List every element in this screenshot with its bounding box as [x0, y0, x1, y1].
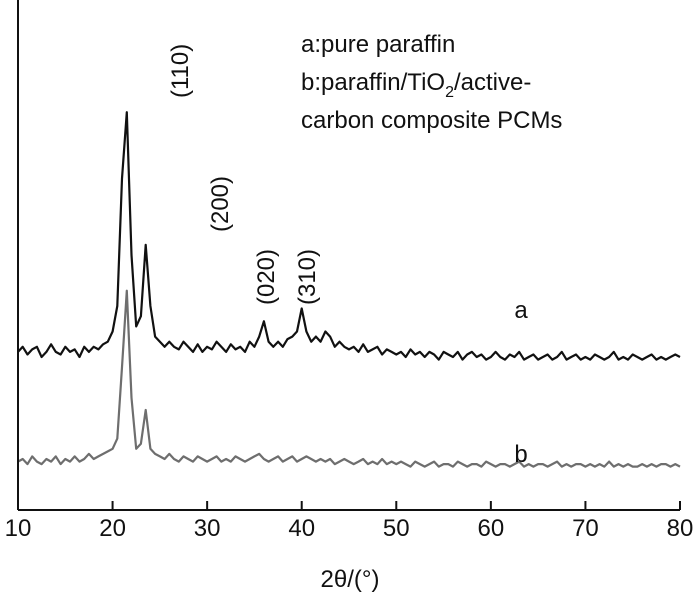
series-line	[17, 289, 681, 468]
note-text: b:paraffin/TiO2/active-	[301, 69, 531, 101]
series-line	[17, 111, 681, 361]
note-text: carbon composite PCMs	[301, 107, 562, 134]
series-label: b	[514, 441, 527, 468]
x-tick-label: 10	[5, 515, 32, 542]
x-tick-label: 20	[99, 515, 126, 542]
series-label: a	[514, 297, 528, 324]
x-tick-label: 50	[383, 515, 410, 542]
note-text: a:pure paraffin	[301, 31, 455, 58]
peak-label: (310)	[294, 249, 321, 305]
x-tick-label: 30	[194, 515, 221, 542]
note-part: carbon composite PCMs	[301, 107, 562, 134]
x-axis-label: 2θ/(°)	[321, 566, 380, 593]
peak-label: (020)	[253, 249, 280, 305]
peak-label: (200)	[207, 176, 234, 232]
x-tick-label: 60	[478, 515, 505, 542]
note-part: a:pure paraffin	[301, 31, 455, 58]
x-tick-label: 70	[572, 515, 599, 542]
peak-label: (110)	[167, 44, 194, 98]
note-part: /active-	[454, 69, 531, 96]
x-tick-label: 40	[288, 515, 315, 542]
subscript: 2	[445, 84, 454, 101]
note-part: b:paraffin/TiO	[301, 69, 445, 96]
x-tick-label: 80	[667, 515, 694, 542]
